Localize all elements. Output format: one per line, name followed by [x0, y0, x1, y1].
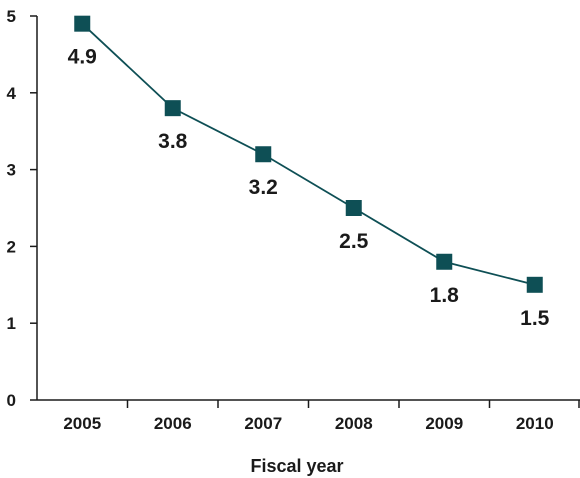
data-point-marker [74, 15, 91, 32]
data-point-marker [436, 253, 453, 270]
data-label: 4.9 [68, 46, 97, 69]
y-tick-label: 5 [7, 7, 16, 26]
x-axis: 2005 2006 2007 2008 2009 2010 [37, 399, 580, 433]
data-label: 1.8 [430, 284, 460, 307]
series-line [74, 15, 543, 293]
x-tick-label: 2008 [335, 414, 373, 433]
data-point-marker [164, 100, 181, 117]
data-label: 3.8 [158, 130, 188, 153]
series-path [81, 23, 535, 286]
data-point-marker [255, 146, 272, 163]
y-tick-label: 4 [7, 84, 17, 103]
x-tick-label: 2007 [244, 414, 282, 433]
y-tick-label: 1 [7, 314, 16, 333]
x-tick-label: 2006 [154, 414, 192, 433]
y-tick-label: 0 [7, 391, 16, 410]
y-tick-label: 3 [7, 161, 16, 180]
x-tick-label: 2009 [425, 414, 463, 433]
data-point-marker [345, 200, 362, 216]
data-label: 3.2 [249, 176, 278, 199]
data-point-marker [526, 276, 543, 293]
y-axis: 0 1 2 3 4 5 [7, 7, 38, 410]
x-tick-label: 2005 [63, 414, 101, 433]
x-tick-label: 2010 [516, 414, 554, 433]
data-label: 2.5 [339, 230, 369, 253]
data-label: 1.5 [520, 307, 550, 330]
x-axis-label: Fiscal year [250, 456, 343, 476]
y-tick-label: 2 [7, 237, 16, 256]
data-labels: 4.9 3.8 3.2 2.5 1.8 1.5 [68, 46, 550, 330]
